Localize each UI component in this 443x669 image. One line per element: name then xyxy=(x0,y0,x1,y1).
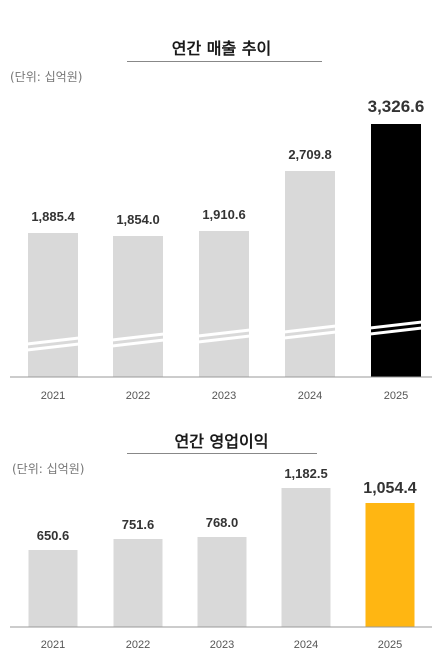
bar-2023 xyxy=(197,537,247,627)
data-label-2025: 1,054.4 xyxy=(363,480,416,497)
data-label-2022: 1,854.0 xyxy=(116,212,159,227)
revenue-chart-title: 연간 매출 추이 xyxy=(171,39,272,58)
axis-break-mark xyxy=(197,328,251,344)
revenue-title-underline xyxy=(127,61,322,62)
x-tick-label-2025: 2025 xyxy=(384,390,408,402)
revenue-bar-chart: 1,885.4 2021 1,854.0 2022 1,910.6 2023 2,709.8… xyxy=(10,97,432,402)
bar-2022 xyxy=(113,539,163,627)
data-label-2023: 1,910.6 xyxy=(202,207,245,222)
data-label-2021: 650.6 xyxy=(37,528,70,543)
x-tick-label-2024: 2024 xyxy=(294,639,318,651)
x-tick-label-2023: 2023 xyxy=(210,639,234,651)
bar-2021 xyxy=(28,233,78,377)
x-tick-label-2021: 2021 xyxy=(41,390,65,402)
bar-2024 xyxy=(281,488,331,627)
bar-2022 xyxy=(113,236,163,377)
x-tick-label-2022: 2022 xyxy=(126,639,150,651)
data-label-2025: 3,326.6 xyxy=(368,97,425,116)
data-label-2021: 1,885.4 xyxy=(31,209,75,224)
profit-title-underline xyxy=(127,453,317,454)
bar-2025 xyxy=(371,124,421,377)
bar-2024 xyxy=(285,171,335,377)
axis-break-mark xyxy=(111,332,165,348)
bar-2023 xyxy=(199,231,249,377)
axis-break-mark xyxy=(26,336,80,352)
x-tick-label-2023: 2023 xyxy=(212,390,236,402)
axis-break-mark xyxy=(369,320,423,336)
data-label-2023: 768.0 xyxy=(206,515,239,530)
profit-bar-chart: 650.6 2021 751.6 2022 768.0 2023 1,182.5 2024 1,… xyxy=(10,466,432,651)
x-tick-label-2021: 2021 xyxy=(41,639,65,651)
axis-break-mark xyxy=(283,324,337,340)
bar-2025 xyxy=(365,503,415,627)
profit-unit-label: (단위: 십억원) xyxy=(12,462,85,476)
data-label-2024: 2,709.8 xyxy=(288,147,331,162)
x-tick-label-2024: 2024 xyxy=(298,390,322,402)
x-tick-label-2025: 2025 xyxy=(378,639,402,651)
bar-2021 xyxy=(28,550,78,627)
data-label-2022: 751.6 xyxy=(122,517,155,532)
x-tick-label-2022: 2022 xyxy=(126,390,150,402)
revenue-chart-panel: 연간 매출 추이 (단위: 십억원) xyxy=(10,39,322,84)
revenue-unit-label: (단위: 십억원) xyxy=(10,70,83,84)
profit-chart-title: 연간 영업이익 xyxy=(174,432,269,451)
data-label-2024: 1,182.5 xyxy=(284,466,327,481)
profit-chart-panel: 연간 영업이익 (단위: 십억원) xyxy=(0,410,443,669)
